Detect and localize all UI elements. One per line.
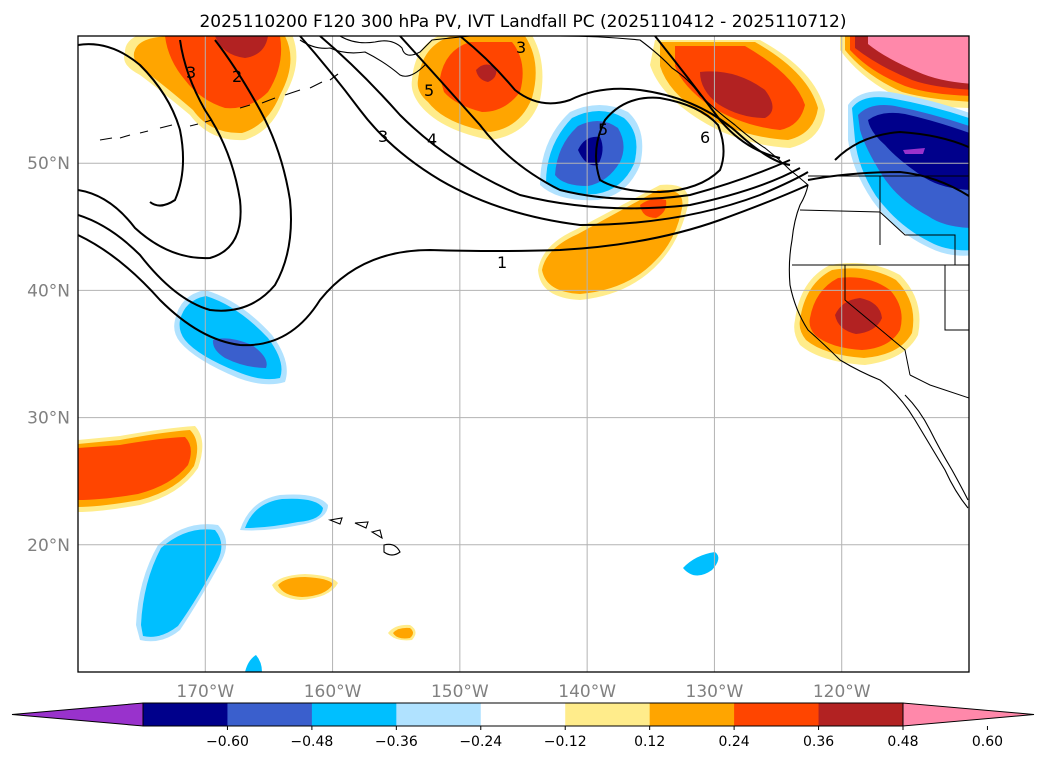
baja-coast (904, 394, 969, 501)
shade-positive-gulf (411, 36, 543, 140)
contour-4 (319, 36, 801, 210)
contour-labels: 1 2 3 3 3 4 5 5 6 (186, 38, 710, 272)
aleutian-islands (99, 73, 339, 141)
contour-upper-east (459, 36, 791, 166)
alaska-peninsula (299, 39, 426, 77)
colorbar-extend-low (11, 702, 144, 727)
shade-positive-subtropics (78, 426, 203, 512)
shade-positive-small (272, 574, 416, 641)
contour-far-west (78, 43, 184, 207)
colorbar-bin-5 (565, 703, 651, 726)
colorbar-frame (142, 702, 904, 727)
contour-label-3-west: 3 (186, 63, 196, 82)
lon-label-1: 160°W (304, 682, 362, 702)
latitude-labels: 50°N 40°N 30°N 20°N (27, 154, 70, 556)
contour-label-2: 2 (232, 67, 242, 86)
contour-nw-ring (834, 130, 969, 161)
contour-5 (399, 36, 791, 200)
lon-label-4: 130°W (686, 682, 744, 702)
colorbar-label-6: 0.24 (719, 734, 750, 750)
contour-label-1: 1 (497, 253, 507, 272)
contour-label-4: 4 (427, 130, 437, 149)
shade-negative-mid (540, 105, 643, 201)
shade-positive-nw (124, 36, 297, 141)
colorbar-extend-high (902, 702, 1035, 727)
contour-2 (78, 39, 292, 312)
colorbar-bin-0 (143, 703, 228, 726)
border-nv-ut (944, 265, 969, 331)
border-id-mt (879, 176, 969, 266)
colorbar-bin-7 (734, 703, 820, 726)
colorbar-label-3: −0.24 (459, 734, 502, 750)
longitude-labels: 170°W 160°W 150°W 140°W 130°W 120°W (176, 682, 870, 702)
colorbar-label-9: 0.60 (972, 734, 1003, 750)
border-ca-nv (844, 265, 911, 376)
colorbar-label-7: 0.36 (803, 734, 834, 750)
colorbar-label-8: 0.48 (887, 734, 918, 750)
colorbar-bin-8 (818, 703, 904, 726)
hawaii-islands (327, 517, 401, 556)
pv-contours (78, 36, 969, 347)
shade-negative-subtropics (136, 494, 719, 672)
contour-label-5-ocean: 5 (598, 120, 608, 139)
contour-3-west (78, 39, 242, 260)
map-frame (77, 35, 970, 673)
colorbar-label-4: −0.12 (544, 734, 587, 750)
gridlines (78, 36, 969, 672)
contour-inner-loop (595, 96, 725, 194)
colorbar-bin-2 (311, 703, 397, 726)
contour-label-3-north: 3 (516, 38, 526, 57)
colorbar-label-0: −0.60 (206, 734, 249, 750)
lat-label-2: 30°N (27, 409, 70, 429)
contour-1 (78, 184, 809, 347)
lon-label-0: 170°W (176, 682, 234, 702)
shade-positive-ne (840, 36, 969, 108)
shade-positive-bc (650, 40, 825, 148)
lon-label-2: 150°W (431, 682, 489, 702)
lat-label-0: 50°N (27, 154, 70, 174)
contour-3-east (299, 36, 809, 227)
shade-positive-california (794, 262, 920, 365)
border-az (909, 374, 969, 399)
colorbar-bin-1 (227, 703, 313, 726)
map-panel: 1 2 3 3 3 4 5 5 6 (77, 35, 970, 673)
colorbar-label-2: −0.36 (375, 734, 418, 750)
contour-label-3-mid: 3 (378, 127, 388, 146)
contour-east-ring (807, 170, 969, 198)
figure-title: 2025110200 F120 300 hPa PV, IVT Landfall… (199, 12, 846, 32)
lat-label-3: 20°N (27, 536, 70, 556)
coastlines (99, 36, 969, 556)
colorbar-bin-6 (649, 703, 735, 726)
colorbar-bin-4 (480, 703, 566, 726)
contour-label-6: 6 (700, 128, 710, 147)
colorbar: −0.60 −0.48 −0.36 −0.24 −0.12 0.12 0.24 0.36 0.4… (11, 702, 1035, 750)
lon-label-3: 140°W (558, 682, 616, 702)
colorbar-label-5: 0.12 (634, 734, 665, 750)
contour-label-5-gulf: 5 (424, 81, 434, 100)
colorbar-label-1: −0.48 (290, 734, 333, 750)
lon-label-5: 120°W (813, 682, 871, 702)
lat-label-1: 40°N (27, 281, 70, 301)
north-america-coast (339, 36, 969, 509)
colorbar-bin-3 (396, 703, 482, 726)
